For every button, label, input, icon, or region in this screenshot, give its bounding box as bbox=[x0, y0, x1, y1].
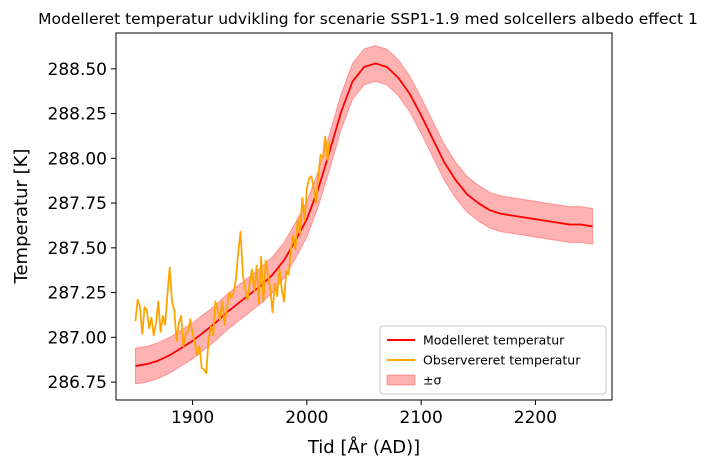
x-axis: 1900 2000 2100 2200 bbox=[171, 400, 557, 428]
y-tick-label: 287.25 bbox=[48, 284, 107, 304]
y-axis: 286.75 287.00 287.25 287.50 287.75 288.00 288.… bbox=[48, 60, 116, 393]
legend-label-sigma: ±σ bbox=[423, 373, 441, 388]
y-tick-label: 287.75 bbox=[48, 194, 107, 214]
x-tick-label: 2200 bbox=[514, 408, 557, 428]
model-temperature-line bbox=[135, 62, 593, 367]
chart-title: Modelleret temperatur udvikling for scen… bbox=[38, 10, 698, 28]
x-tick-label: 2000 bbox=[285, 408, 328, 428]
y-tick-label: 288.50 bbox=[48, 60, 107, 80]
legend-swatch-sigma bbox=[386, 374, 416, 386]
legend-box bbox=[379, 325, 607, 395]
y-tick-label: 286.75 bbox=[48, 373, 107, 393]
observed-temperature-line bbox=[134, 135, 331, 375]
x-axis-label: Tid [År (AD)] bbox=[307, 436, 420, 458]
y-axis-label: Temperatur [K] bbox=[11, 149, 32, 285]
legend: Modelleret temperatur Observereret tempe… bbox=[379, 325, 607, 395]
y-tick-label: 287.50 bbox=[48, 239, 107, 259]
x-tick-label: 2100 bbox=[400, 408, 443, 428]
x-tick-label: 1900 bbox=[171, 408, 214, 428]
plot-area bbox=[134, 45, 594, 385]
legend-label-model: Modelleret temperatur bbox=[423, 333, 565, 348]
series-layer bbox=[134, 62, 593, 375]
y-tick-label: 288.25 bbox=[48, 105, 107, 125]
plot-frame bbox=[115, 32, 613, 401]
legend-label-observed: Observereret temperatur bbox=[423, 353, 581, 368]
y-tick-label: 288.00 bbox=[48, 149, 107, 169]
y-tick-label: 287.00 bbox=[48, 328, 107, 348]
